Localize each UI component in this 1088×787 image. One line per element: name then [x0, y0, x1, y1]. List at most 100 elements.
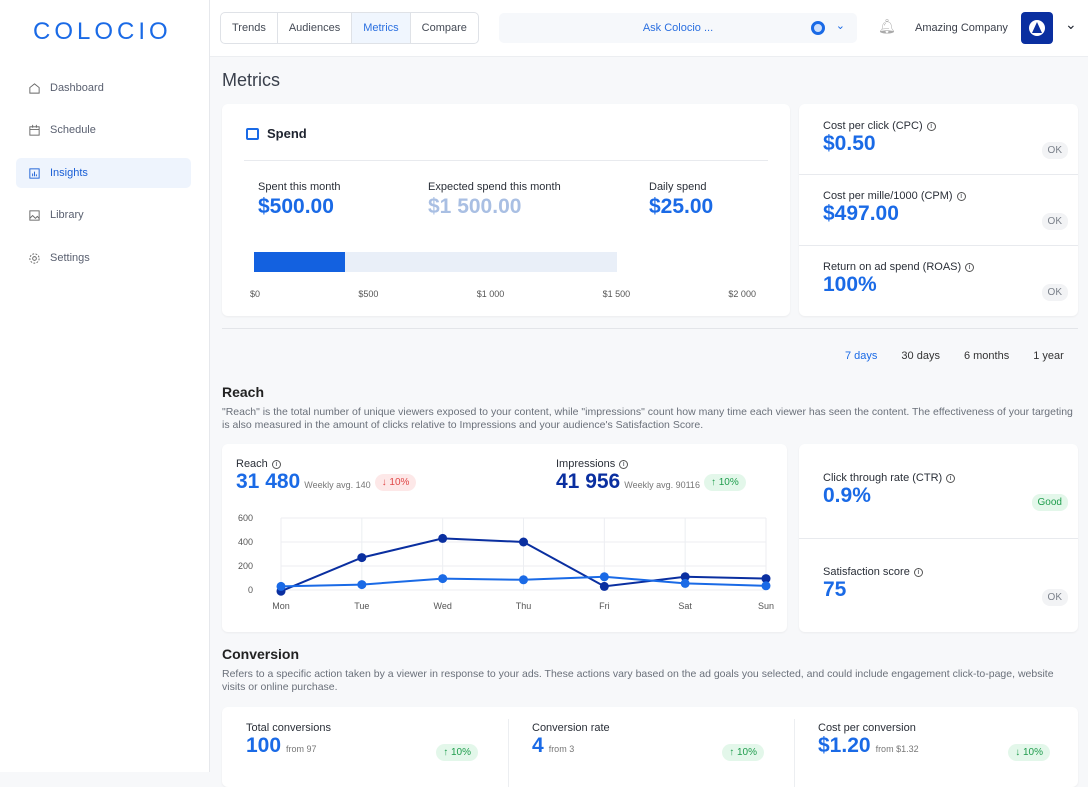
expected-value: $1 500.00 [428, 195, 522, 218]
bell-icon[interactable]: 🔔︎ [878, 18, 896, 34]
period-30-days[interactable]: 30 days [901, 350, 940, 362]
data-point [680, 572, 690, 582]
kpi-label: Click through rate (CTR) i [823, 472, 956, 484]
period-6-months[interactable]: 6 months [963, 350, 1010, 362]
ask-placeholder: Ask Colocio ... [642, 22, 714, 34]
conversion-metric: Total conversions 100 from 97 ↑ 10% [246, 722, 482, 767]
metric-from: from 97 [286, 744, 317, 754]
data-point [276, 581, 286, 591]
sidebar: COLOCIO Dashboard Schedule Insights Libr… [0, 0, 210, 772]
metric-from: from 3 [548, 744, 575, 754]
sidebar-item-label: Settings [50, 252, 90, 264]
account-chevron-icon[interactable]: ⌄ [1065, 16, 1077, 32]
tab-compare[interactable]: Compare [421, 22, 467, 34]
period-1-year[interactable]: 1 year [1033, 350, 1064, 362]
data-point [357, 553, 367, 563]
avatar[interactable] [1021, 12, 1053, 44]
kpi-value: 0.9% [823, 484, 871, 507]
tab-trends[interactable]: Trends [221, 13, 278, 43]
info-icon[interactable]: i [956, 192, 966, 201]
data-point [761, 581, 771, 591]
logo: COLOCIO [33, 18, 172, 45]
ask-input[interactable]: Ask Colocio ... ⌄ [499, 13, 857, 43]
assistant-icon[interactable] [811, 21, 825, 35]
sidebar-item-dashboard[interactable]: Dashboard [16, 73, 191, 103]
change-badge: ↓ 10% [1008, 744, 1050, 761]
spent-label: Spent this month [258, 181, 341, 193]
info-icon[interactable]: i [271, 460, 281, 469]
axis-tick: $0 [250, 289, 261, 299]
daily-value: $25.00 [649, 195, 714, 218]
kpi-label: Cost per mille/1000 (CPM) i [823, 190, 966, 202]
info-icon[interactable]: i [946, 474, 956, 483]
sidebar-item-library[interactable]: Library [16, 200, 191, 230]
conversion-description: Refers to a specific action taken by a v… [222, 668, 1054, 693]
data-point [438, 533, 448, 543]
conversion-metric: Conversion rate 4 from 3 ↑ 10% [532, 722, 768, 767]
sidebar-item-schedule[interactable]: Schedule [16, 115, 191, 145]
metric-label: Total conversions [246, 722, 331, 734]
spend-title: Spend [267, 126, 307, 141]
period-7-days[interactable]: 7 days [845, 350, 878, 362]
daily-label: Daily spend [649, 181, 707, 193]
sidebar-item-label: Library [50, 209, 84, 221]
kpi-value: 75 [823, 578, 847, 601]
y-tick-label: 600 [238, 513, 253, 523]
data-point [599, 581, 609, 591]
metric-label: Cost per conversion [818, 722, 916, 734]
spend-progress [254, 252, 617, 272]
tab-metrics[interactable]: Metrics [352, 13, 411, 43]
sidebar-item-label: Dashboard [50, 82, 104, 94]
sidebar-item-label: Schedule [50, 124, 96, 136]
chart-icon [29, 167, 40, 179]
info-icon[interactable]: i [619, 460, 629, 469]
x-tick-label: Thu [516, 601, 532, 611]
conversion-title: Conversion [222, 646, 300, 662]
x-tick-label: Tue [354, 601, 369, 611]
data-point [599, 572, 609, 582]
kpi-value: $497.00 [823, 202, 899, 225]
status-badge: OK [1041, 142, 1068, 159]
kpi-label: Return on ad spend (ROAS) i [823, 261, 975, 273]
reach-label: Reach i [236, 458, 416, 470]
status-badge: Good [1031, 494, 1068, 511]
y-tick-label: 400 [238, 537, 253, 547]
sidebar-item-settings[interactable]: Settings [16, 243, 191, 273]
x-tick-label: Sun [758, 601, 774, 611]
expected-label: Expected spend this month [428, 181, 561, 193]
status-badge: OK [1041, 213, 1068, 230]
data-point [519, 537, 528, 547]
sidebar-item-insights[interactable]: Insights [16, 158, 191, 188]
x-tick-label: Sat [678, 601, 692, 611]
reach-title: Reach [222, 384, 265, 400]
info-icon[interactable]: i [913, 568, 923, 577]
kpi-value: $0.50 [823, 132, 876, 155]
x-tick-label: Fri [599, 601, 610, 611]
axis-tick: $500 [358, 289, 379, 299]
info-icon[interactable]: i [926, 122, 936, 131]
change-badge: ↑ 10% [436, 744, 478, 761]
data-point [357, 580, 367, 590]
x-tick-label: Wed [433, 601, 451, 611]
reach-value: 31 480 [236, 470, 301, 493]
chevron-down-icon[interactable]: ⌄ [835, 20, 845, 32]
axis-tick: $2 000 [728, 289, 756, 299]
spent-value: $500.00 [258, 195, 334, 218]
info-icon[interactable]: i [965, 263, 975, 272]
x-tick-label: Mon [272, 601, 290, 611]
metric-value: 4 [532, 734, 544, 757]
tab-audiences[interactable]: Audiences [278, 13, 353, 43]
calendar-icon [29, 124, 40, 136]
home-icon [29, 82, 40, 94]
axis-tick: $1 000 [476, 289, 505, 299]
kpi-label: Satisfaction score i [823, 566, 923, 578]
data-point [438, 574, 448, 584]
axis-tick: $1 500 [602, 289, 631, 299]
kpi-label: Cost per click (CPC) i [823, 120, 936, 132]
company-name[interactable]: Amazing Company [915, 22, 1008, 34]
metric-label: Conversion rate [532, 722, 610, 734]
data-point [519, 575, 528, 585]
kpi-value: 100% [823, 273, 877, 296]
image-icon [29, 209, 40, 221]
status-badge: OK [1041, 589, 1068, 606]
